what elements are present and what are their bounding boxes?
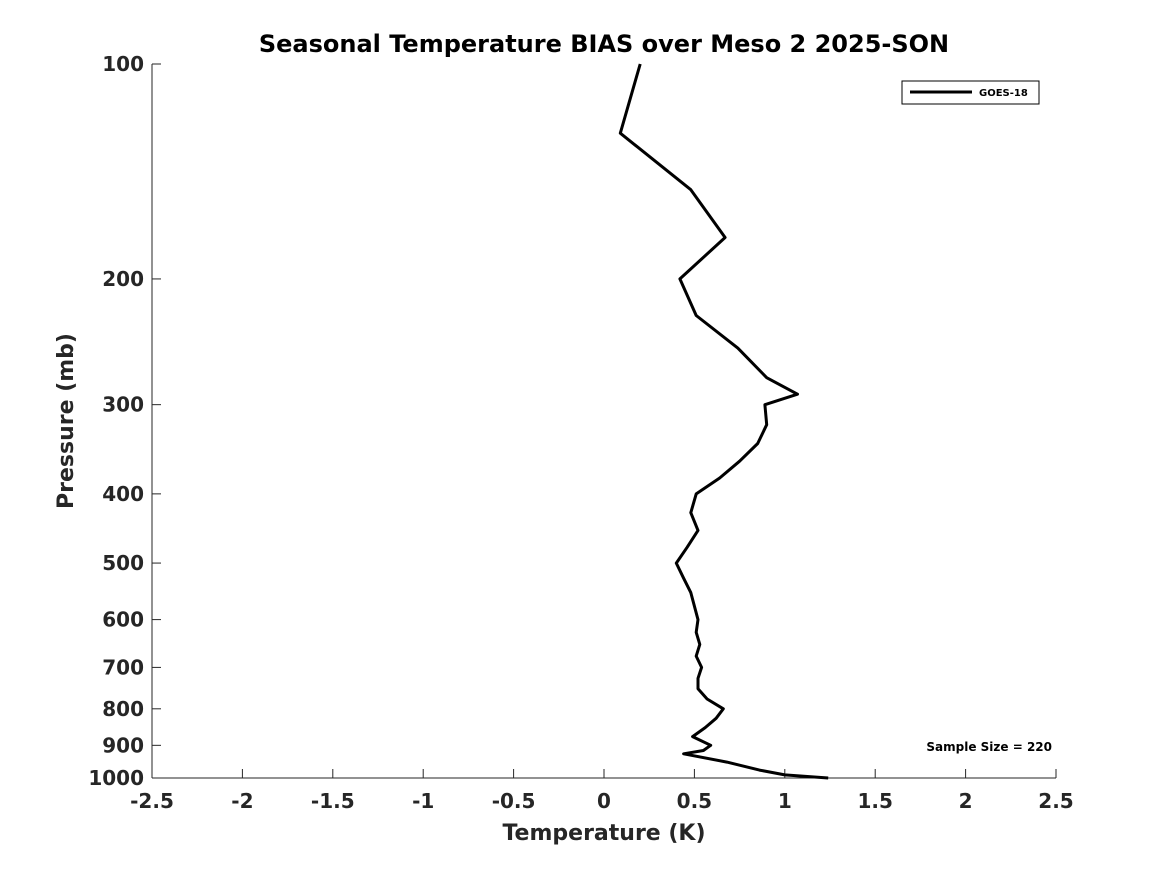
chart-title: Seasonal Temperature BIAS over Meso 2 20… bbox=[259, 30, 949, 58]
x-tick-label: 1 bbox=[778, 789, 792, 813]
y-tick-label: 600 bbox=[102, 608, 144, 632]
x-tick-label: 0.5 bbox=[677, 789, 712, 813]
x-tick-label: 0 bbox=[597, 789, 611, 813]
y-tick-label: 500 bbox=[102, 551, 144, 575]
sample-size-annotation: Sample Size = 220 bbox=[926, 740, 1052, 754]
series-line-goes-18 bbox=[618, 63, 829, 780]
plot-area: -2.5 -2 -1.5 -1 -0.5 0 0.5 1 1.5 2 2.5 100 200 300 400… bbox=[88, 52, 1073, 813]
x-tick-label: -2 bbox=[231, 789, 253, 813]
y-tick-label: 700 bbox=[102, 655, 144, 679]
y-tick-label: 800 bbox=[102, 697, 144, 721]
y-tick-label: 1000 bbox=[88, 766, 144, 790]
x-axis-label: Temperature (K) bbox=[502, 821, 705, 846]
y-tick-label: 400 bbox=[102, 482, 144, 506]
x-tick-label: 2.5 bbox=[1038, 789, 1073, 813]
x-tick-label: -1 bbox=[412, 789, 434, 813]
y-tick-label: 900 bbox=[102, 733, 144, 757]
x-tick-label: -0.5 bbox=[492, 789, 536, 813]
legend-label-goes-18: GOES-18 bbox=[979, 88, 1028, 99]
x-tick-label: 1.5 bbox=[857, 789, 892, 813]
y-tick-label: 300 bbox=[102, 393, 144, 417]
legend: GOES-18 bbox=[901, 80, 1040, 105]
x-tick-label: -1.5 bbox=[311, 789, 355, 813]
y-tick-label: 200 bbox=[102, 267, 144, 291]
y-tick-label: 100 bbox=[102, 52, 144, 76]
x-tick-label: 2 bbox=[959, 789, 973, 813]
y-axis-label: Pressure (mb) bbox=[54, 333, 79, 509]
x-tick-label: -2.5 bbox=[130, 789, 174, 813]
